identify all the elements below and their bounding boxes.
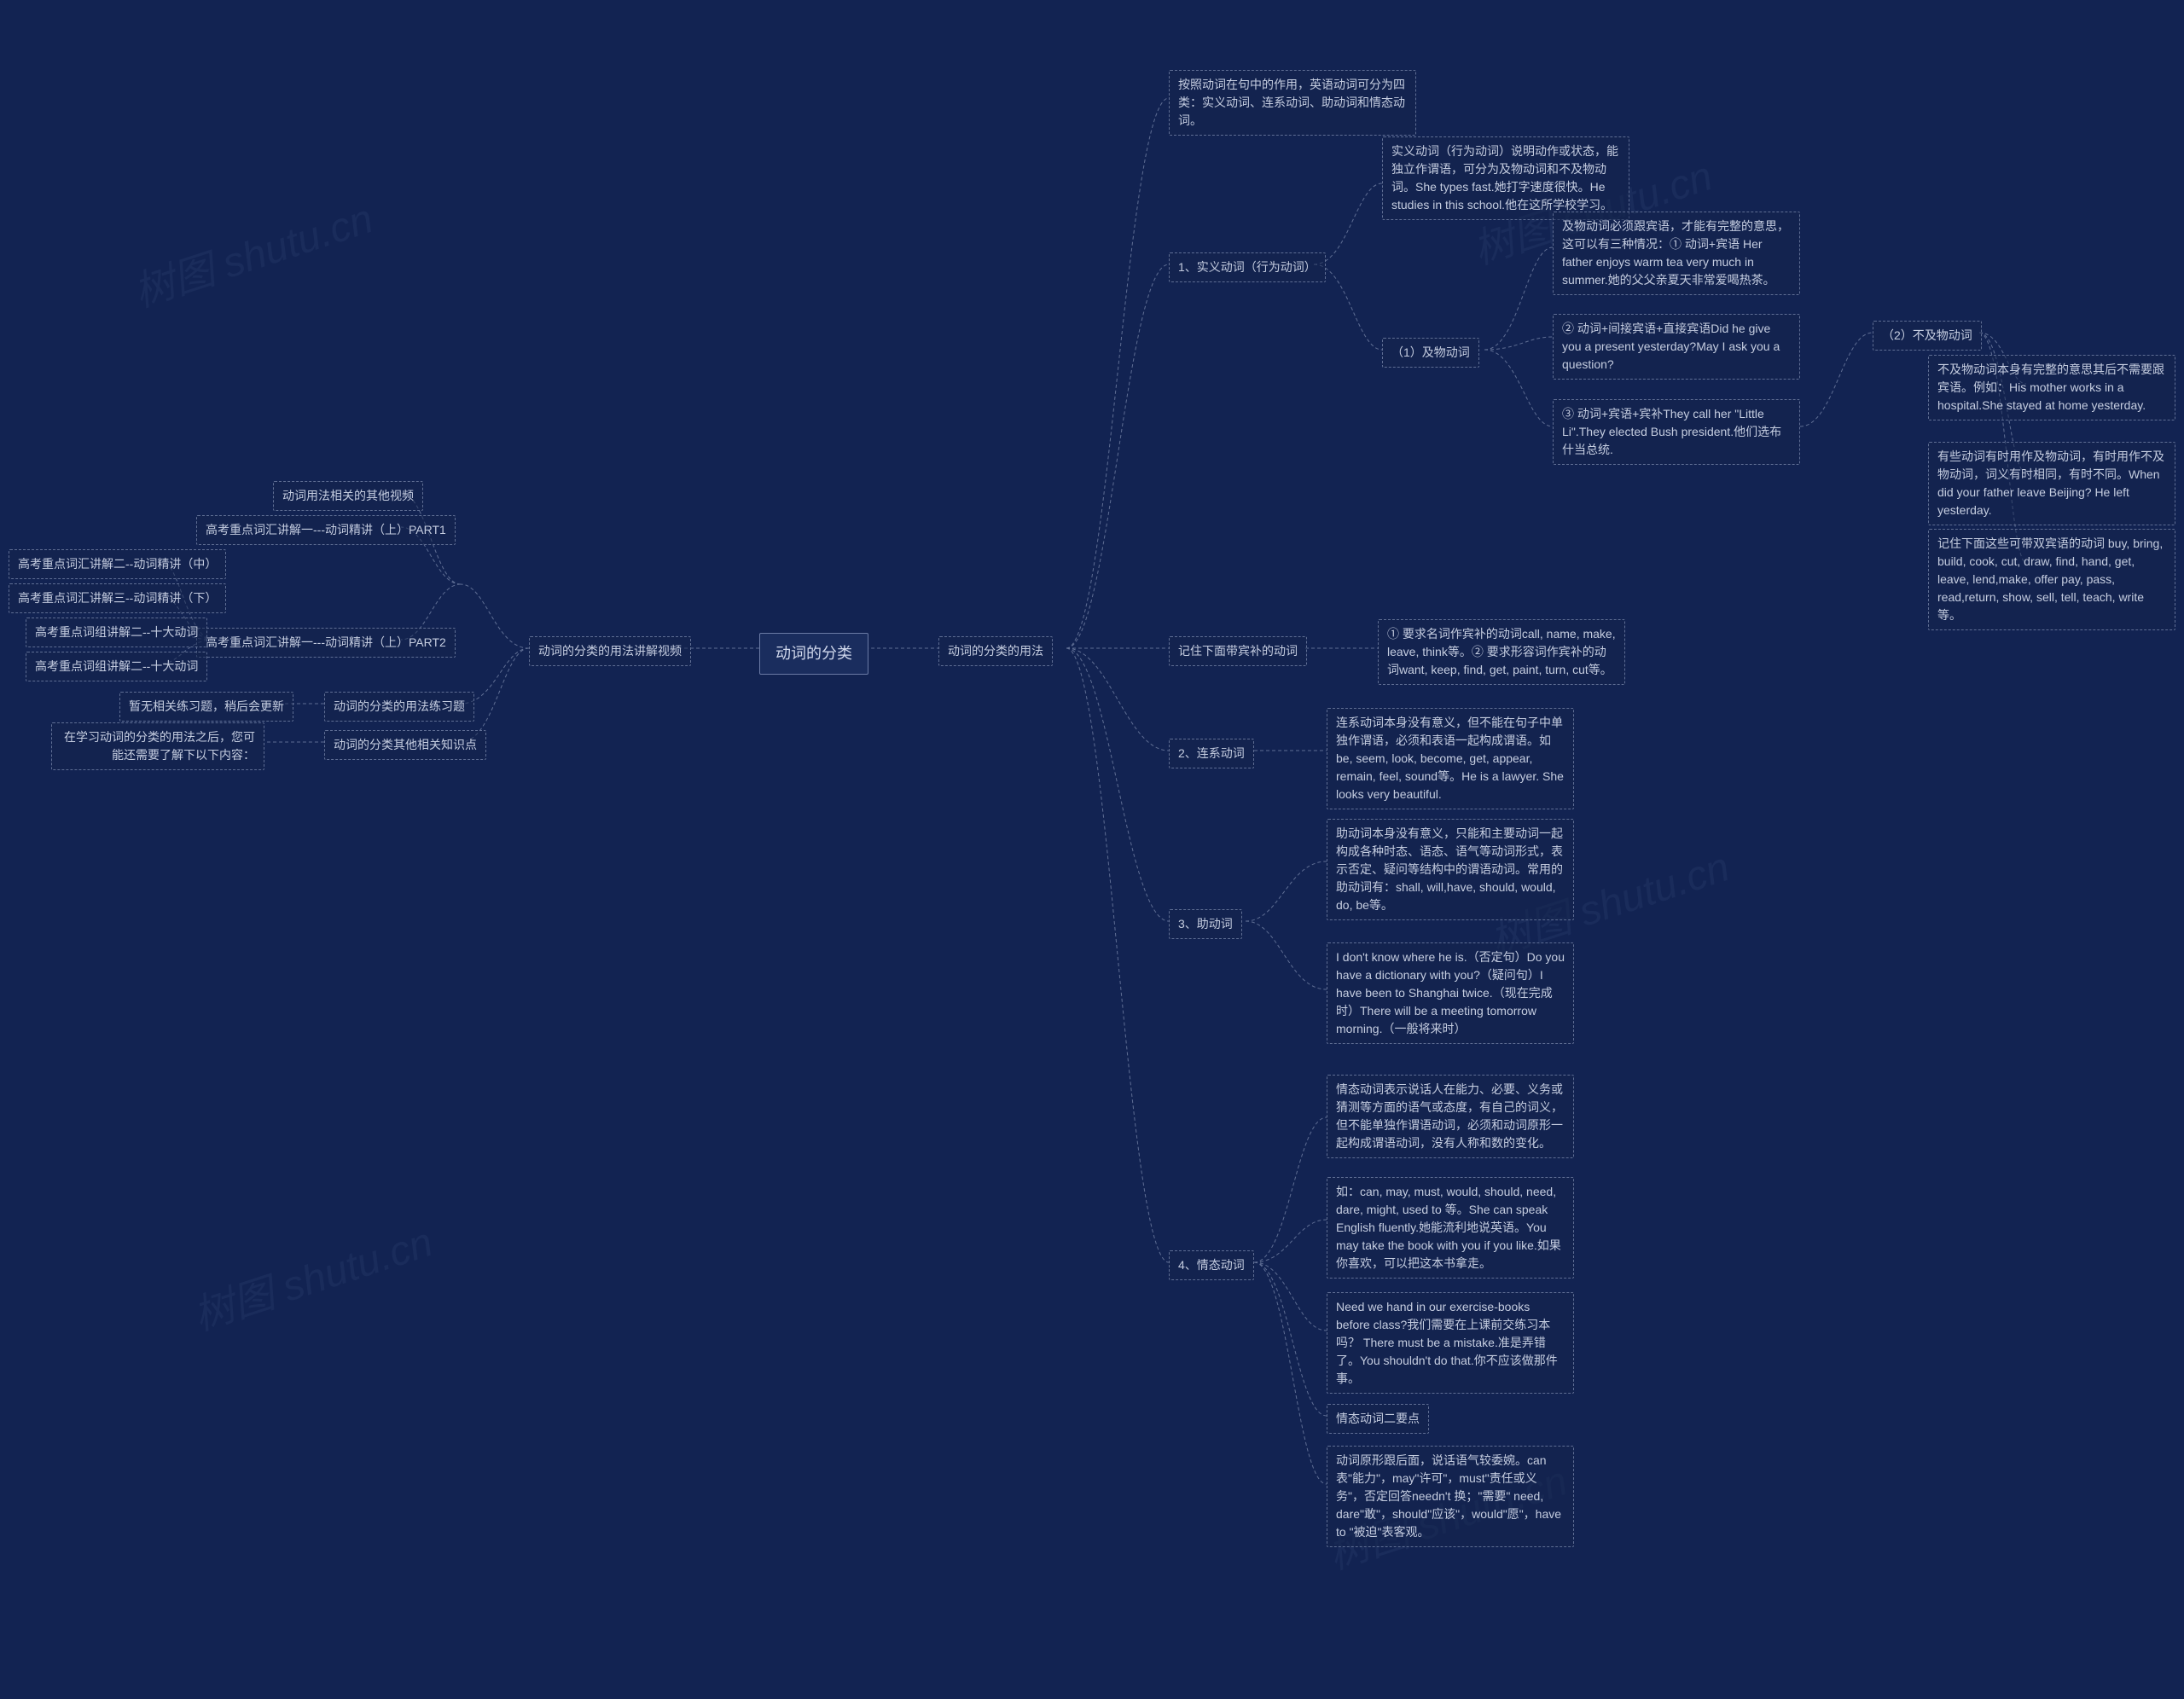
section-2[interactable]: 2、连系动词 <box>1169 739 1254 768</box>
connector-lines <box>0 0 2184 1699</box>
section-4[interactable]: 4、情态动词 <box>1169 1250 1254 1280</box>
related-child[interactable]: 在学习动词的分类的用法之后，您可能还需要了解下以下内容： <box>51 722 264 770</box>
s1-intrans-label[interactable]: （2）不及物动词 <box>1873 321 1982 351</box>
s4-b: 如：can, may, must, would, should, need, d… <box>1327 1177 1574 1279</box>
s1-trans-a: 及物动词必须跟宾语，才能有完整的意思，这可以有三种情况：① 动词+宾语 Her … <box>1553 212 1800 295</box>
video-child-other[interactable]: 动词用法相关的其他视频 <box>273 481 423 511</box>
s2-text: 连系动词本身没有意义，但不能在句子中单独作谓语，必须和表语一起构成谓语。如be,… <box>1327 708 1574 809</box>
branch-video[interactable]: 动词的分类的用法讲解视频 <box>529 636 691 666</box>
s3-b: I don't know where he is.（否定句）Do you hav… <box>1327 942 1574 1044</box>
video-child-part1[interactable]: 高考重点词汇讲解一---动词精讲（上）PART1 <box>196 515 456 545</box>
video-grandchild-4[interactable]: 高考重点词组讲解二--十大动词 <box>26 652 207 681</box>
s1-trans-c: ③ 动词+宾语+宾补They call her "Little Li".They… <box>1553 399 1800 465</box>
practice-child[interactable]: 暂无相关练习题，稍后会更新 <box>119 692 293 722</box>
video-grandchild-3[interactable]: 高考重点词组讲解二--十大动词 <box>26 618 207 647</box>
s1-trans-label[interactable]: （1）及物动词 <box>1382 338 1479 368</box>
s4-c: Need we hand in our exercise-books befor… <box>1327 1292 1574 1394</box>
branch-practice[interactable]: 动词的分类的用法练习题 <box>324 692 474 722</box>
s1-intrans-b: 有些动词有时用作及物动词，有时用作不及物动词，词义有时相同，有时不同。When … <box>1928 442 2175 525</box>
section-3[interactable]: 3、助动词 <box>1169 909 1242 939</box>
watermark: 树图 shutu.cn <box>184 1209 439 1342</box>
s1-comp-text: ① 要求名词作宾补的动词call, name, make, leave, thi… <box>1378 619 1625 685</box>
s4-d: 情态动词二要点 <box>1327 1404 1429 1434</box>
section-1[interactable]: 1、实义动词（行为动词） <box>1169 252 1326 282</box>
video-grandchild-1[interactable]: 高考重点词汇讲解二--动词精讲（中） <box>9 549 226 579</box>
branch-usage[interactable]: 动词的分类的用法 <box>938 636 1053 666</box>
video-child-part2[interactable]: 高考重点词汇讲解一---动词精讲（上）PART2 <box>196 628 456 658</box>
s1-trans-b: ② 动词+间接宾语+直接宾语Did he give you a present … <box>1553 314 1800 380</box>
s4-e: 动词原形跟后面，说话语气较委婉。can表"能力"，may"许可"，must"责任… <box>1327 1446 1574 1547</box>
watermark: 树图 shutu.cn <box>125 185 379 318</box>
root-node[interactable]: 动词的分类 <box>759 633 868 675</box>
s4-a: 情态动词表示说话人在能力、必要、义务或猜测等方面的语气或态度，有自己的词义，但不… <box>1327 1075 1574 1158</box>
s1-intrans-a: 不及物动词本身有完整的意思其后不需要跟宾语。例如：His mother work… <box>1928 355 2175 420</box>
s3-a: 助动词本身没有意义，只能和主要动词一起构成各种时态、语态、语气等动词形式，表示否… <box>1327 819 1574 920</box>
video-grandchild-2[interactable]: 高考重点词汇讲解三--动词精讲（下） <box>9 583 226 613</box>
s1-intrans-c: 记住下面这些可带双宾语的动词 buy, bring, build, cook, … <box>1928 529 2175 630</box>
usage-intro: 按照动词在句中的作用，英语动词可分为四类：实义动词、连系动词、助动词和情态动词。 <box>1169 70 1416 136</box>
s1-desc: 实义动词（行为动词）说明动作或状态，能独立作谓语，可分为及物动词和不及物动词。S… <box>1382 136 1629 220</box>
s1-comp-label[interactable]: 记住下面带宾补的动词 <box>1169 636 1307 666</box>
branch-related[interactable]: 动词的分类其他相关知识点 <box>324 730 486 760</box>
